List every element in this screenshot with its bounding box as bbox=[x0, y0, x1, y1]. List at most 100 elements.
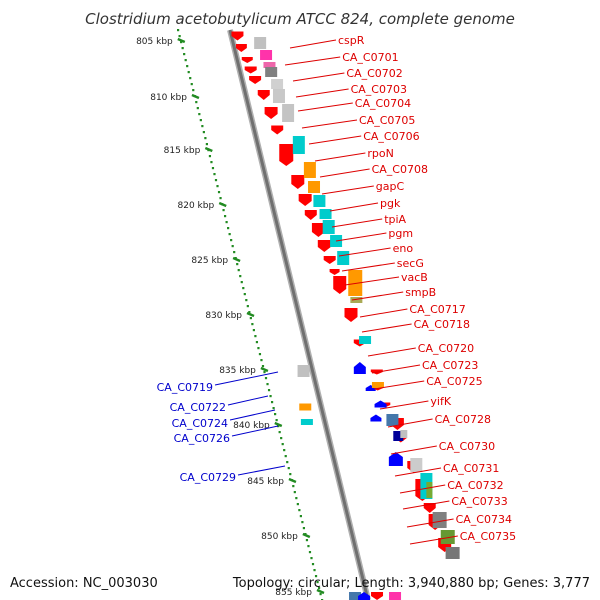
forward-gene-label[interactable]: CA_C0705 bbox=[359, 114, 415, 127]
ruler-tick bbox=[302, 532, 311, 539]
forward-gene-label[interactable]: CA_C0723 bbox=[422, 359, 478, 372]
forward-gene-label[interactable]: CA_C0701 bbox=[342, 51, 398, 64]
ruler-label: 845 kbp bbox=[247, 477, 284, 487]
forward-gene-label[interactable]: CA_C0725 bbox=[426, 375, 482, 388]
forward-gene-label[interactable]: gapC bbox=[376, 180, 405, 193]
forward-gene-arrow bbox=[257, 90, 270, 100]
forward-gene-arrow bbox=[244, 66, 257, 74]
ruler-label: 840 kbp bbox=[233, 421, 270, 431]
ruler-tick bbox=[232, 256, 241, 263]
forward-gene-label[interactable]: CA_C0730 bbox=[439, 440, 495, 453]
forward-gene-arrow bbox=[235, 44, 247, 52]
ruler-label: 835 kbp bbox=[219, 366, 256, 376]
reverse-gene-label[interactable]: CA_C0724 bbox=[172, 417, 228, 430]
gene-leader-line bbox=[237, 465, 286, 476]
gene-leader-line bbox=[227, 395, 269, 406]
forward-gene-label[interactable]: eno bbox=[393, 242, 414, 255]
forward-gene-label[interactable]: CA_C0703 bbox=[351, 83, 407, 96]
cog-block bbox=[254, 37, 267, 49]
gene-leader-line bbox=[289, 39, 337, 49]
backbone bbox=[227, 29, 371, 600]
cog-block bbox=[349, 592, 362, 600]
cog-block bbox=[292, 136, 305, 154]
forward-gene-arrow bbox=[264, 107, 278, 119]
forward-gene-label[interactable]: CA_C0734 bbox=[456, 513, 512, 526]
accession-text: Accession: NC_003030 bbox=[10, 576, 158, 591]
reverse-gene-arrow bbox=[358, 592, 371, 600]
ruler-label: 815 kbp bbox=[164, 146, 201, 156]
forward-gene-label[interactable]: CA_C0708 bbox=[372, 163, 428, 176]
cog-block bbox=[359, 336, 372, 344]
forward-gene-arrow bbox=[329, 269, 340, 275]
cog-block bbox=[440, 530, 455, 544]
ruler-label: 830 kbp bbox=[205, 311, 242, 321]
gene-leader-line bbox=[295, 88, 349, 98]
forward-gene-label[interactable]: CA_C0735 bbox=[460, 530, 516, 543]
gene-leader-line bbox=[338, 247, 391, 257]
forward-gene-arrow bbox=[423, 503, 436, 513]
cog-block bbox=[303, 162, 316, 178]
reverse-gene-arrow bbox=[374, 400, 387, 408]
forward-gene-label[interactable]: CA_C0733 bbox=[451, 495, 507, 508]
gene-leader-line bbox=[387, 418, 433, 428]
reverse-gene-label[interactable]: CA_C0719 bbox=[157, 381, 213, 394]
forward-gene-arrow bbox=[291, 175, 305, 189]
forward-gene-label[interactable]: CA_C0728 bbox=[435, 413, 491, 426]
cog-block bbox=[297, 365, 310, 377]
cog-block bbox=[313, 195, 326, 207]
ruler-tick bbox=[288, 477, 297, 484]
gene-leader-line bbox=[359, 308, 408, 318]
gene-leader-line bbox=[231, 425, 279, 437]
forward-gene-label[interactable]: CA_C0704 bbox=[355, 97, 411, 110]
ruler-tick bbox=[246, 311, 255, 318]
reverse-gene-label[interactable]: CA_C0729 bbox=[180, 471, 236, 484]
cog-block bbox=[308, 181, 321, 193]
forward-gene-label[interactable]: pgk bbox=[380, 197, 401, 210]
forward-gene-label[interactable]: CA_C0706 bbox=[363, 130, 419, 143]
forward-gene-label[interactable]: secG bbox=[397, 257, 424, 270]
forward-gene-label[interactable]: CA_C0731 bbox=[443, 462, 499, 475]
forward-gene-arrow bbox=[344, 308, 358, 322]
gene-leader-line bbox=[331, 218, 383, 228]
gene-leader-line bbox=[406, 518, 454, 528]
forward-gene-label[interactable]: CA_C0702 bbox=[346, 67, 402, 80]
reverse-gene-label[interactable]: CA_C0726 bbox=[174, 432, 230, 445]
forward-gene-label[interactable]: CA_C0718 bbox=[414, 318, 470, 331]
cog-block bbox=[410, 458, 423, 472]
cog-block bbox=[445, 547, 460, 559]
reverse-gene-arrow bbox=[370, 414, 382, 422]
gene-leader-line bbox=[297, 102, 353, 112]
gene-leader-line bbox=[284, 56, 341, 66]
gene-leader-line bbox=[409, 535, 458, 545]
cog-block bbox=[386, 414, 399, 426]
ruler-label: 855 kbp bbox=[275, 588, 312, 598]
gene-leader-line bbox=[319, 168, 370, 178]
gene-leader-line bbox=[214, 371, 279, 386]
forward-gene-arrow bbox=[323, 256, 336, 264]
forward-gene-label[interactable]: yifK bbox=[430, 395, 451, 408]
gene-leader-line bbox=[394, 467, 442, 477]
forward-gene-arrow bbox=[371, 592, 384, 600]
forward-gene-label[interactable]: smpB bbox=[405, 286, 436, 299]
forward-gene-label[interactable]: CA_C0717 bbox=[409, 303, 465, 316]
ruler-tick bbox=[260, 366, 269, 373]
forward-gene-label[interactable]: CA_C0720 bbox=[418, 342, 474, 355]
cog-block bbox=[350, 297, 363, 303]
forward-gene-label[interactable]: tpiA bbox=[384, 213, 406, 226]
forward-gene-label[interactable]: rpoN bbox=[367, 147, 393, 160]
forward-gene-label[interactable]: vacB bbox=[401, 271, 428, 284]
gene-leader-line bbox=[399, 484, 446, 494]
ruler-label: 810 kbp bbox=[150, 93, 187, 103]
forward-gene-label[interactable]: pgm bbox=[388, 227, 413, 240]
forward-gene-label[interactable]: CA_C0732 bbox=[447, 479, 503, 492]
gene-leader-line bbox=[292, 72, 345, 82]
forward-gene-arrow bbox=[279, 144, 294, 166]
ruler-label: 805 kbp bbox=[136, 37, 173, 47]
reverse-gene-label[interactable]: CA_C0722 bbox=[170, 401, 226, 414]
ruler-label: 820 kbp bbox=[178, 201, 215, 211]
forward-gene-label[interactable]: cspR bbox=[338, 34, 365, 47]
cog-block bbox=[265, 67, 278, 77]
gene-leader-line bbox=[371, 364, 421, 374]
